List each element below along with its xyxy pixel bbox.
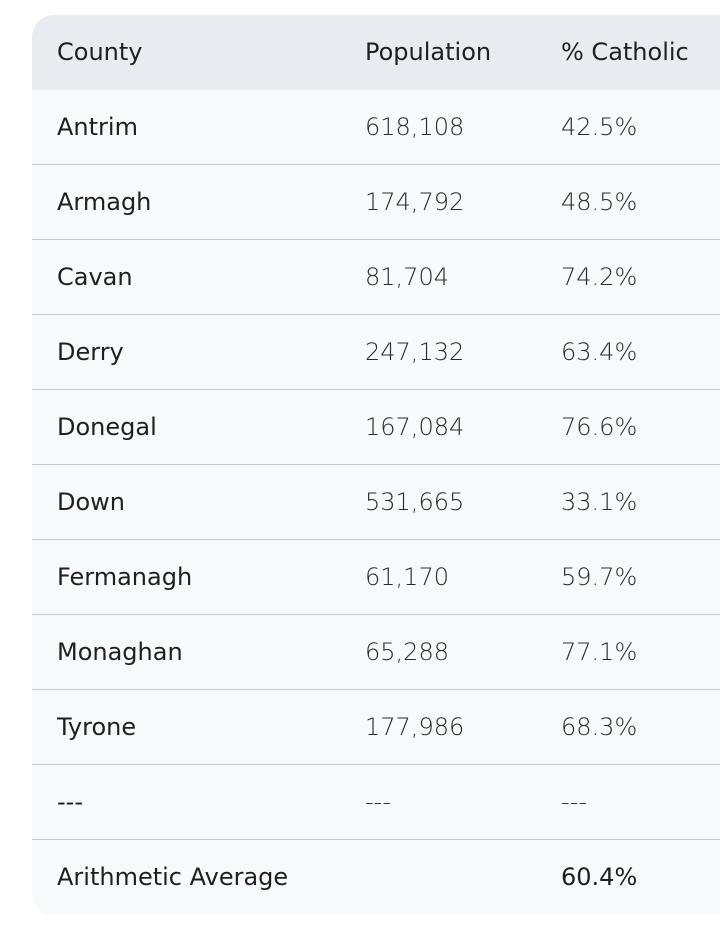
table-cell: 59.7% [561,563,638,591]
table-cell: 48.5% [561,188,638,216]
table-row: Donegal 167,084 76.6% [32,390,720,465]
table-cell: 77.1% [561,638,638,666]
table-cell: 68.3% [561,713,638,741]
table-row: Armagh 174,792 48.5% [32,165,720,240]
header-cell: County [57,38,143,66]
footer-label: Arithmetic Average [57,863,289,891]
table-row: Down 531,665 33.1% [32,465,720,540]
table-cell: 618,108 [365,113,465,141]
table-cell: 247,132 [365,338,465,366]
table-row: Cavan 81,704 74.2% [32,240,720,315]
table-cell: Tyrone [57,713,137,741]
table-cell: 177,986 [365,713,465,741]
table-cell: --- [365,788,391,816]
table-cell: Antrim [57,113,138,141]
table-cell: Donegal [57,413,157,441]
table-cell: Down [57,488,126,516]
table-cell: 42.5% [561,113,638,141]
table: County Population % Catholic Antrim 618,1… [32,15,720,915]
table-cell: --- [57,788,83,816]
table-cell: 65,288 [365,638,449,666]
table-cell: Monaghan [57,638,183,666]
table-cell: Fermanagh [57,563,193,591]
table-cell: 531,665 [365,488,465,516]
table-cell: 74.2% [561,263,638,291]
footer-value: 60.4% [561,863,638,891]
table-row: Fermanagh 61,170 59.7% [32,540,720,615]
header-row: County Population % Catholic [32,15,720,90]
table-row: --- --- --- [32,765,720,840]
table-row: Derry 247,132 63.4% [32,315,720,390]
footer-row: Arithmetic Average 60.4% [32,840,720,915]
table-cell: Armagh [57,188,152,216]
table-cell: 81,704 [365,263,449,291]
table-row: Monaghan 65,288 77.1% [32,615,720,690]
table-cell: --- [561,788,587,816]
table-cell: 61,170 [365,563,449,591]
table-cell: Cavan [57,263,133,291]
table-cell: 33.1% [561,488,638,516]
table-cell: 174,792 [365,188,465,216]
table-cell: 167,084 [365,413,465,441]
table-cell: 76.6% [561,413,638,441]
table-row: Tyrone 177,986 68.3% [32,690,720,765]
header-cell: Population [365,38,492,66]
table-row: Antrim 618,108 42.5% [32,90,720,165]
header-cell: % Catholic [561,38,689,66]
table-cell: Derry [57,338,124,366]
table-cell: 63.4% [561,338,638,366]
